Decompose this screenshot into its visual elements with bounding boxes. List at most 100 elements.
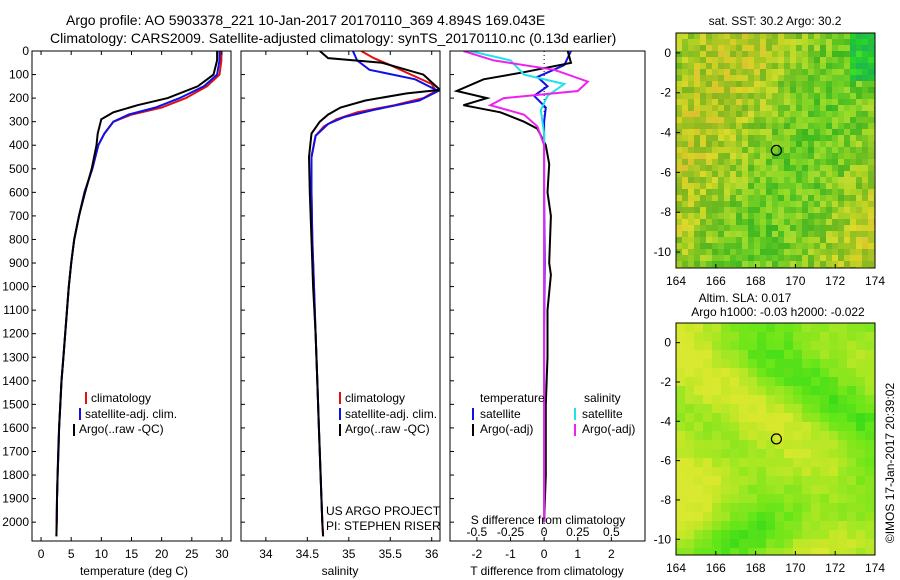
map-cell <box>862 69 869 76</box>
map-cell <box>760 117 767 124</box>
map-cell <box>820 332 830 342</box>
map-cell <box>784 153 791 160</box>
map-cell <box>784 521 794 531</box>
map-cell <box>826 93 833 100</box>
map-cell <box>760 207 767 214</box>
map-cell <box>682 63 689 70</box>
map-cell <box>766 171 773 178</box>
map-cell <box>802 39 809 46</box>
map-cell <box>868 33 875 40</box>
map-cell <box>838 539 848 549</box>
map-cell <box>724 117 731 124</box>
map-cell <box>748 201 755 208</box>
map-cell <box>847 548 857 555</box>
map-cell <box>862 129 869 136</box>
map-cell <box>811 413 821 423</box>
map-cell <box>766 503 776 513</box>
map-cell <box>742 165 749 172</box>
map-cell <box>694 431 704 441</box>
map-cell <box>739 503 749 513</box>
map-cell <box>685 404 695 414</box>
sla-map-title-line1: Altim. SLA: 0.017 <box>699 291 792 305</box>
map-cell <box>766 189 773 196</box>
x2-tick-label: -0.5 <box>467 525 488 539</box>
map-cell <box>718 93 725 100</box>
map-cell <box>703 512 713 522</box>
map-cell <box>742 141 749 148</box>
map-cell <box>712 476 722 486</box>
map-cell <box>814 87 821 94</box>
map-cell <box>766 141 773 148</box>
map-cell <box>736 99 743 106</box>
map-cell <box>712 467 722 477</box>
map-cell <box>718 195 725 202</box>
map-cell <box>844 45 851 52</box>
map-cell <box>868 87 875 94</box>
map-cell <box>838 237 845 244</box>
map-cell <box>712 332 722 342</box>
map-cell <box>838 51 845 58</box>
map-cell <box>844 63 851 70</box>
map-cell <box>748 51 755 58</box>
map-cell <box>766 395 776 405</box>
map-cell <box>712 159 719 166</box>
map-cell <box>772 177 779 184</box>
map-cell <box>772 105 779 112</box>
map-cell <box>748 255 755 262</box>
map-cell <box>802 51 809 58</box>
map-cell <box>724 111 731 118</box>
map-cell <box>796 153 803 160</box>
map-cell <box>742 261 749 268</box>
map-cell <box>700 105 707 112</box>
map-cell <box>820 111 827 118</box>
map-cell <box>748 249 755 256</box>
map-cell <box>760 231 767 238</box>
map-cell <box>760 39 767 46</box>
map-cell <box>862 153 869 160</box>
map-cell <box>844 57 851 64</box>
map-cell <box>766 368 776 378</box>
map-cell <box>790 33 797 40</box>
map-cell <box>748 341 758 351</box>
map-cell <box>796 147 803 154</box>
map-cell <box>721 332 731 342</box>
map-cell <box>676 231 683 238</box>
map-cell <box>790 219 797 226</box>
salinity-legend: climatology satellite-adj. clim. Argo(..… <box>339 391 437 436</box>
map-cell <box>826 147 833 154</box>
map-cell <box>712 57 719 64</box>
map-cell <box>730 530 740 540</box>
map-cell <box>703 386 713 396</box>
map-cell <box>820 93 827 100</box>
map-cell <box>724 99 731 106</box>
map-cell <box>772 87 779 94</box>
map-cell <box>694 231 701 238</box>
map-cell <box>688 219 695 226</box>
map-cell <box>814 75 821 82</box>
map-cell <box>676 219 683 226</box>
map-cell <box>802 494 812 504</box>
legend-label-s-argo: Argo(-adj) <box>582 422 635 436</box>
map-cell <box>856 341 866 351</box>
map-cell <box>700 69 707 76</box>
y-tick-label: -2 <box>660 86 671 100</box>
map-cell <box>856 422 866 432</box>
map-cell <box>865 458 875 468</box>
map-cell <box>706 177 713 184</box>
map-cell <box>826 39 833 46</box>
map-cell <box>829 359 839 369</box>
map-cell <box>730 63 737 70</box>
map-cell <box>766 458 776 468</box>
map-cell <box>775 512 785 522</box>
map-cell <box>712 458 722 468</box>
map-cell <box>703 449 713 459</box>
map-cell <box>847 476 857 486</box>
map-cell <box>784 57 791 64</box>
map-cell <box>850 177 857 184</box>
map-cell <box>826 165 833 172</box>
map-cell <box>847 404 857 414</box>
map-cell <box>676 255 683 262</box>
map-cell <box>682 147 689 154</box>
map-cell <box>793 323 803 333</box>
map-cell <box>700 45 707 52</box>
